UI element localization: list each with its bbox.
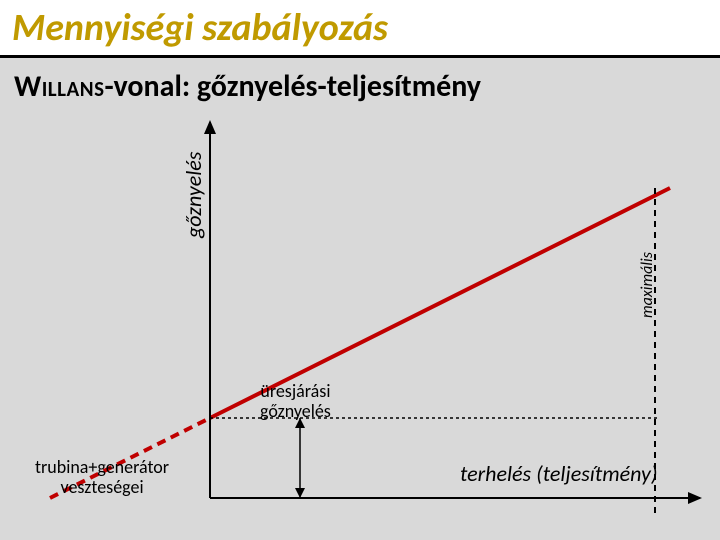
y-axis-label: gőznyelés [180, 152, 207, 238]
idle-label: üresjárásigőznyelés [260, 382, 331, 422]
subtitle-smallcaps: Willans [14, 68, 105, 105]
title-bar: Mennyiségi szabályozás [0, 0, 720, 58]
slide-title: Mennyiségi szabályozás [12, 5, 388, 51]
subtitle-rest: -vonal: gőznyelés-teljesítmény [105, 68, 481, 105]
content-area: Willans-vonal: gőznyelés-teljesítmény gő… [0, 58, 720, 540]
x-axis-label: terhelés (teljesítmény) [460, 460, 658, 487]
max-line-label: maximális [638, 252, 657, 318]
subtitle: Willans-vonal: gőznyelés-teljesítmény [0, 58, 720, 105]
loss-label: trubina+generátorveszteségei [35, 458, 169, 498]
